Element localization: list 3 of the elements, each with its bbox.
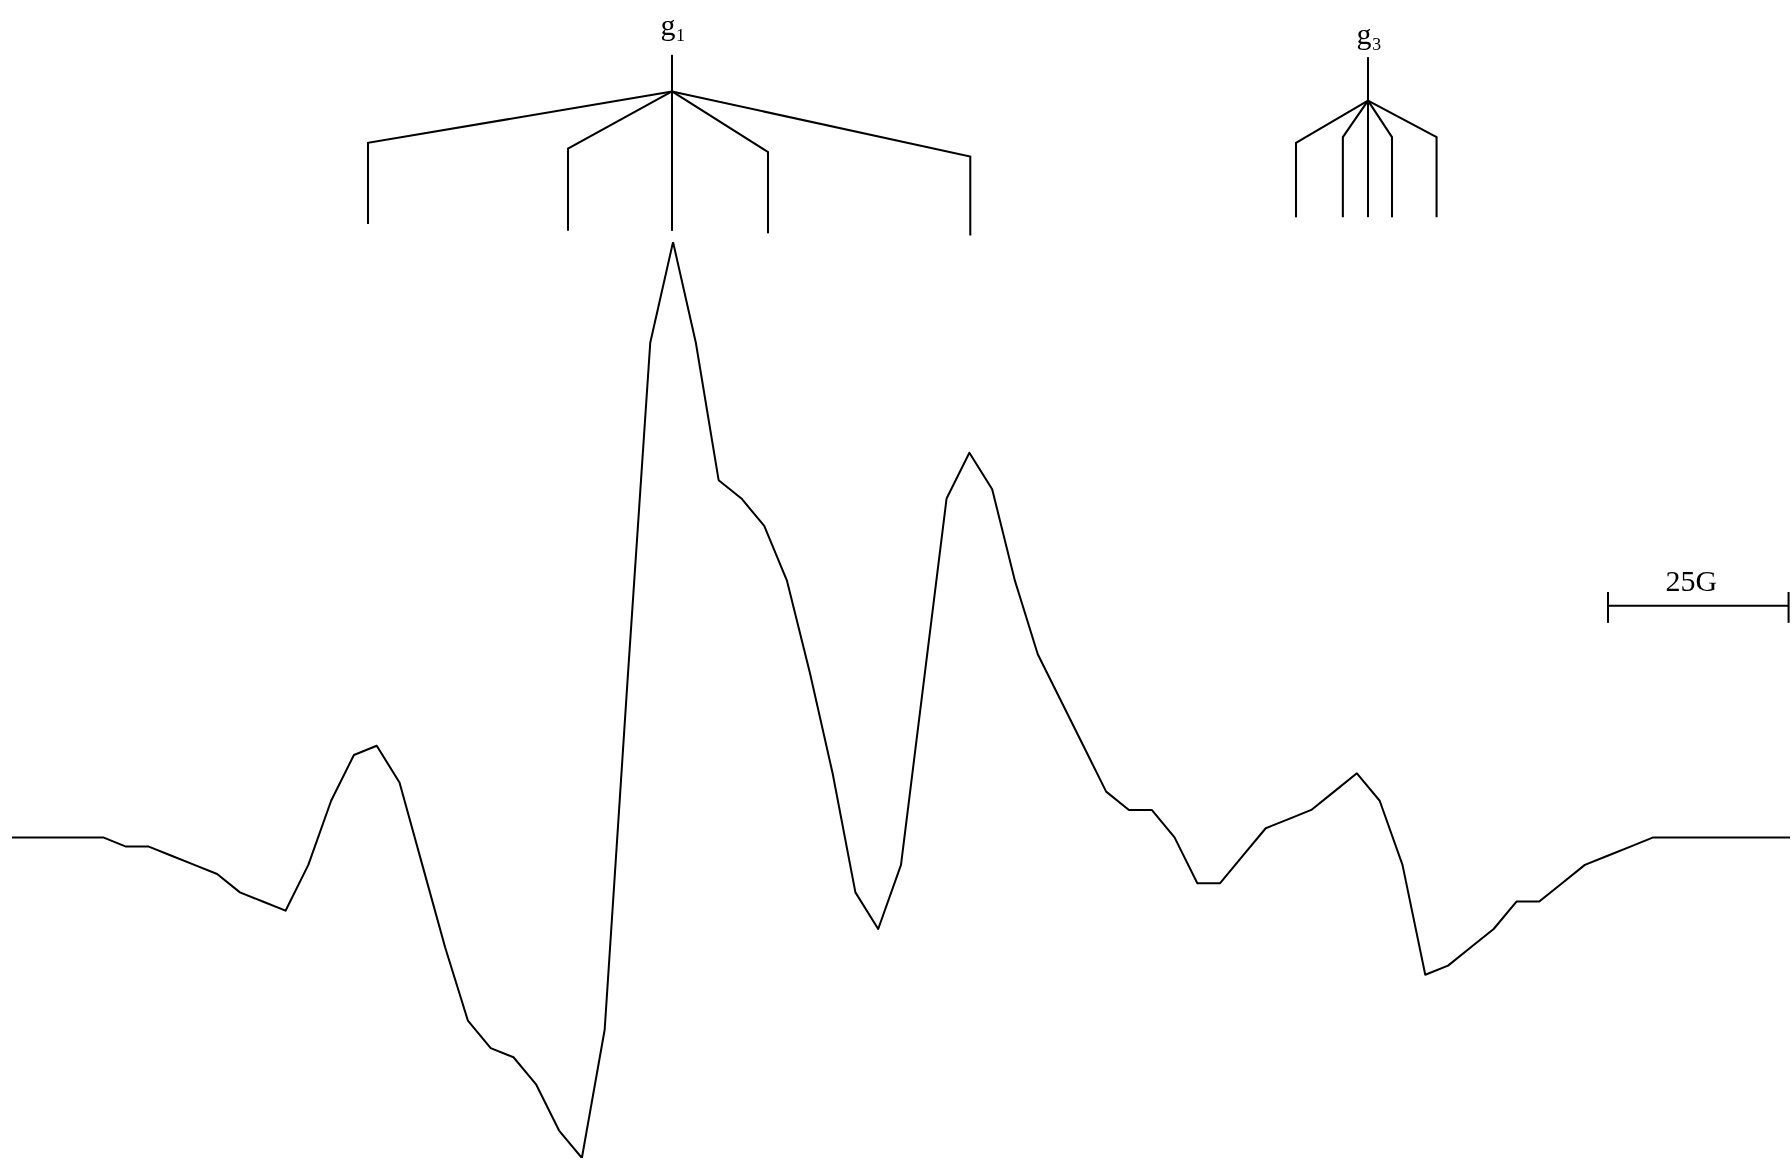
text: g₁ (660, 8, 686, 43)
text: g₃ (1356, 17, 1382, 52)
annotation: 25G (1665, 563, 1718, 598)
